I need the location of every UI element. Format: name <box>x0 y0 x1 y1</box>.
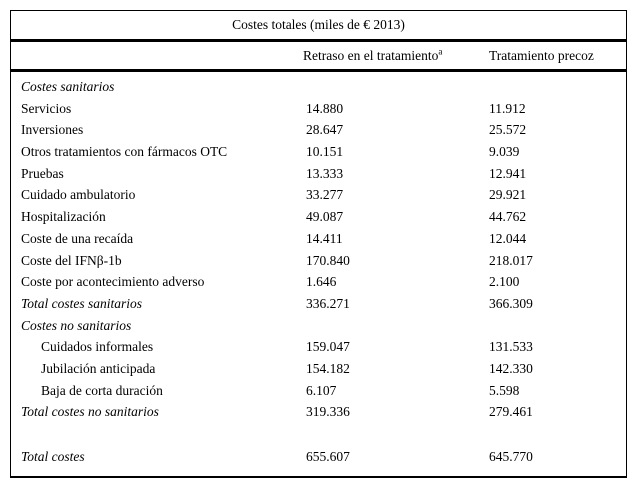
row-value-early: 12.941 <box>489 165 527 181</box>
row-value-delayed: 49.087 <box>306 209 344 225</box>
table-row: Baja de corta duración 6.107 5.598 <box>11 380 626 402</box>
row-value-delayed: 319.336 <box>306 404 350 420</box>
row-value-delayed: 159.047 <box>306 339 350 355</box>
row-value-delayed: 13.333 <box>306 165 344 181</box>
table-body: Costes sanitarios Servicios 14.880 11.91… <box>11 72 626 468</box>
row-value-delayed: 10.151 <box>306 144 344 160</box>
row-value-early: 142.330 <box>489 360 533 376</box>
row-value-delayed: 6.107 <box>306 382 337 398</box>
table-row: Cuidado ambulatorio 33.277 29.921 <box>11 184 626 206</box>
column-header-early-treatment: Tratamiento precoz <box>489 48 594 63</box>
table-row: Total costes no sanitarios 319.336 279.4… <box>11 401 626 423</box>
table-row: Coste del IFNβ-1b 170.840 218.017 <box>11 250 626 272</box>
row-value-delayed: 170.840 <box>306 252 350 268</box>
row-value-delayed: 14.880 <box>306 100 344 116</box>
table-row: Costes no sanitarios <box>11 315 626 337</box>
row-label: Total costes no sanitarios <box>21 404 159 420</box>
row-label: Costes sanitarios <box>21 79 115 94</box>
row-label: Pruebas <box>21 165 64 181</box>
table-row <box>11 423 626 446</box>
table-row: Servicios 14.880 11.912 <box>11 98 626 120</box>
row-label: Coste de una recaída <box>21 230 134 246</box>
row-label: Cuidados informales <box>41 339 154 355</box>
table-header-row: Retraso en el tratamientoa Tratamiento p… <box>11 42 626 72</box>
row-value-early: 12.044 <box>489 230 527 246</box>
row-value-early: 645.770 <box>489 449 533 464</box>
row-value-early: 11.912 <box>489 100 526 116</box>
row-value-early: 366.309 <box>489 295 533 311</box>
row-value-delayed: 1.646 <box>306 274 337 290</box>
row-value-delayed: 33.277 <box>306 187 344 203</box>
table-row: Total costes 655.607 645.770 <box>11 446 626 468</box>
table-title: Costes totales (miles de € 2013) <box>11 11 626 42</box>
row-label: Inversiones <box>21 122 84 138</box>
table-row: Coste por acontecimiento adverso 1.646 2… <box>11 271 626 293</box>
row-value-early: 5.598 <box>489 382 520 398</box>
table-row: Costes sanitarios <box>11 76 626 98</box>
row-value-early: 131.533 <box>489 339 533 355</box>
table-row: Total costes sanitarios 336.271 366.309 <box>11 293 626 315</box>
row-label: Coste del IFNβ-1b <box>21 252 122 268</box>
table-row: Jubilación anticipada 154.182 142.330 <box>11 358 626 380</box>
row-label: Costes no sanitarios <box>21 317 132 333</box>
table-row: Hospitalización 49.087 44.762 <box>11 206 626 228</box>
table-row: Inversiones 28.647 25.572 <box>11 119 626 141</box>
row-label: Total costes sanitarios <box>21 295 143 311</box>
column-header-delayed-treatment-label: Retraso en el tratamiento <box>303 48 439 63</box>
row-label: Servicios <box>21 100 72 116</box>
column-header-delayed-treatment: Retraso en el tratamientoa <box>303 46 443 64</box>
row-value-delayed: 14.411 <box>306 230 343 246</box>
row-value-early: 44.762 <box>489 209 527 225</box>
footnote-marker-a: a <box>438 46 443 57</box>
row-label: Total costes <box>21 449 85 464</box>
row-value-delayed: 28.647 <box>306 122 344 138</box>
table-row: Coste de una recaída 14.411 12.044 <box>11 228 626 250</box>
row-label: Coste por acontecimiento adverso <box>21 274 205 290</box>
row-value-early: 25.572 <box>489 122 527 138</box>
row-value-delayed: 336.271 <box>306 295 350 311</box>
row-label: Baja de corta duración <box>41 382 163 398</box>
row-label: Jubilación anticipada <box>41 360 156 376</box>
row-value-early: 279.461 <box>489 404 533 420</box>
costs-table: Costes totales (miles de € 2013) Retraso… <box>10 10 627 478</box>
row-value-delayed: 154.182 <box>306 360 350 376</box>
table-row: Otros tratamientos con fármacos OTC 10.1… <box>11 141 626 163</box>
row-label: Hospitalización <box>21 209 106 225</box>
table-row: Pruebas 13.333 12.941 <box>11 163 626 185</box>
row-label: Otros tratamientos con fármacos OTC <box>21 144 228 160</box>
row-value-delayed: 655.607 <box>306 449 350 464</box>
table-row: Cuidados informales 159.047 131.533 <box>11 336 626 358</box>
row-value-early: 2.100 <box>489 274 520 290</box>
row-label: Cuidado ambulatorio <box>21 187 136 203</box>
row-value-early: 9.039 <box>489 144 520 160</box>
row-value-early: 218.017 <box>489 252 533 268</box>
row-value-early: 29.921 <box>489 187 527 203</box>
